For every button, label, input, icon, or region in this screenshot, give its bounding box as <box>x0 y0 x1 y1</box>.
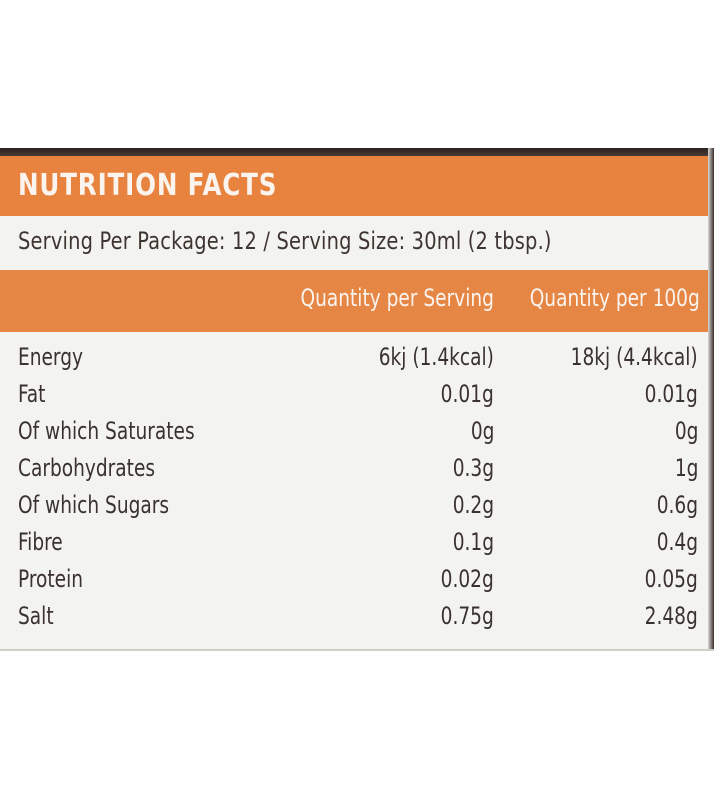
per-serving-value: 6kj (1.4kcal) <box>378 343 494 371</box>
per-100g-value: 1g <box>674 454 698 482</box>
table-row: Salt 0.75g 2.48g <box>0 602 714 638</box>
table-row: Carbohydrates 0.3g 1g <box>0 454 714 490</box>
column-header-band: Quantity per Serving Quantity per 100g <box>0 270 714 332</box>
background-top <box>0 0 714 148</box>
nutrition-label: NUTRITION FACTS Serving Per Package: 12 … <box>0 148 714 651</box>
background-bottom <box>0 651 714 800</box>
nutrient-name: Energy <box>18 343 83 371</box>
table-row: Protein 0.02g 0.05g <box>0 565 714 601</box>
per-100g-value: 0.6g <box>656 491 698 519</box>
per-serving-value: 0.2g <box>452 491 494 519</box>
per-serving-value: 0.01g <box>440 380 494 408</box>
column-header-per-serving: Quantity per Serving <box>300 284 494 312</box>
per-serving-value: 0.75g <box>440 602 494 630</box>
nutrient-name: Of which Saturates <box>18 417 195 445</box>
per-serving-value: 0g <box>470 417 494 445</box>
nutrition-facts-title: NUTRITION FACTS <box>18 168 278 203</box>
table-row: Fat 0.01g 0.01g <box>0 380 714 416</box>
nutrient-name: Protein <box>18 565 84 593</box>
table-row: Energy 6kj (1.4kcal) 18kj (4.4kcal) <box>0 343 714 379</box>
per-serving-value: 0.3g <box>452 454 494 482</box>
nutrient-name: Fibre <box>18 528 63 556</box>
nutrient-name: Carbohydrates <box>18 454 156 482</box>
per-100g-value: 2.48g <box>644 602 698 630</box>
per-serving-value: 0.02g <box>440 565 494 593</box>
label-bottom-edge <box>0 649 714 652</box>
per-100g-value: 0.01g <box>644 380 698 408</box>
column-header-per-100g: Quantity per 100g <box>529 284 700 312</box>
per-100g-value: 0.05g <box>644 565 698 593</box>
serving-info: Serving Per Package: 12 / Serving Size: … <box>18 227 552 255</box>
table-row: Of which Saturates 0g 0g <box>0 417 714 453</box>
per-100g-value: 0g <box>674 417 698 445</box>
per-100g-value: 18kj (4.4kcal) <box>571 343 698 371</box>
per-100g-value: 0.4g <box>656 528 698 556</box>
title-band: NUTRITION FACTS <box>0 156 714 216</box>
nutrient-name: Of which Sugars <box>18 491 170 519</box>
bottle-side-edge <box>708 148 714 651</box>
table-row: Fibre 0.1g 0.4g <box>0 528 714 564</box>
bottle-top-edge <box>0 148 714 156</box>
table-row: Of which Sugars 0.2g 0.6g <box>0 491 714 527</box>
per-serving-value: 0.1g <box>452 528 494 556</box>
nutrient-name: Salt <box>18 602 54 630</box>
nutrient-name: Fat <box>18 380 46 408</box>
